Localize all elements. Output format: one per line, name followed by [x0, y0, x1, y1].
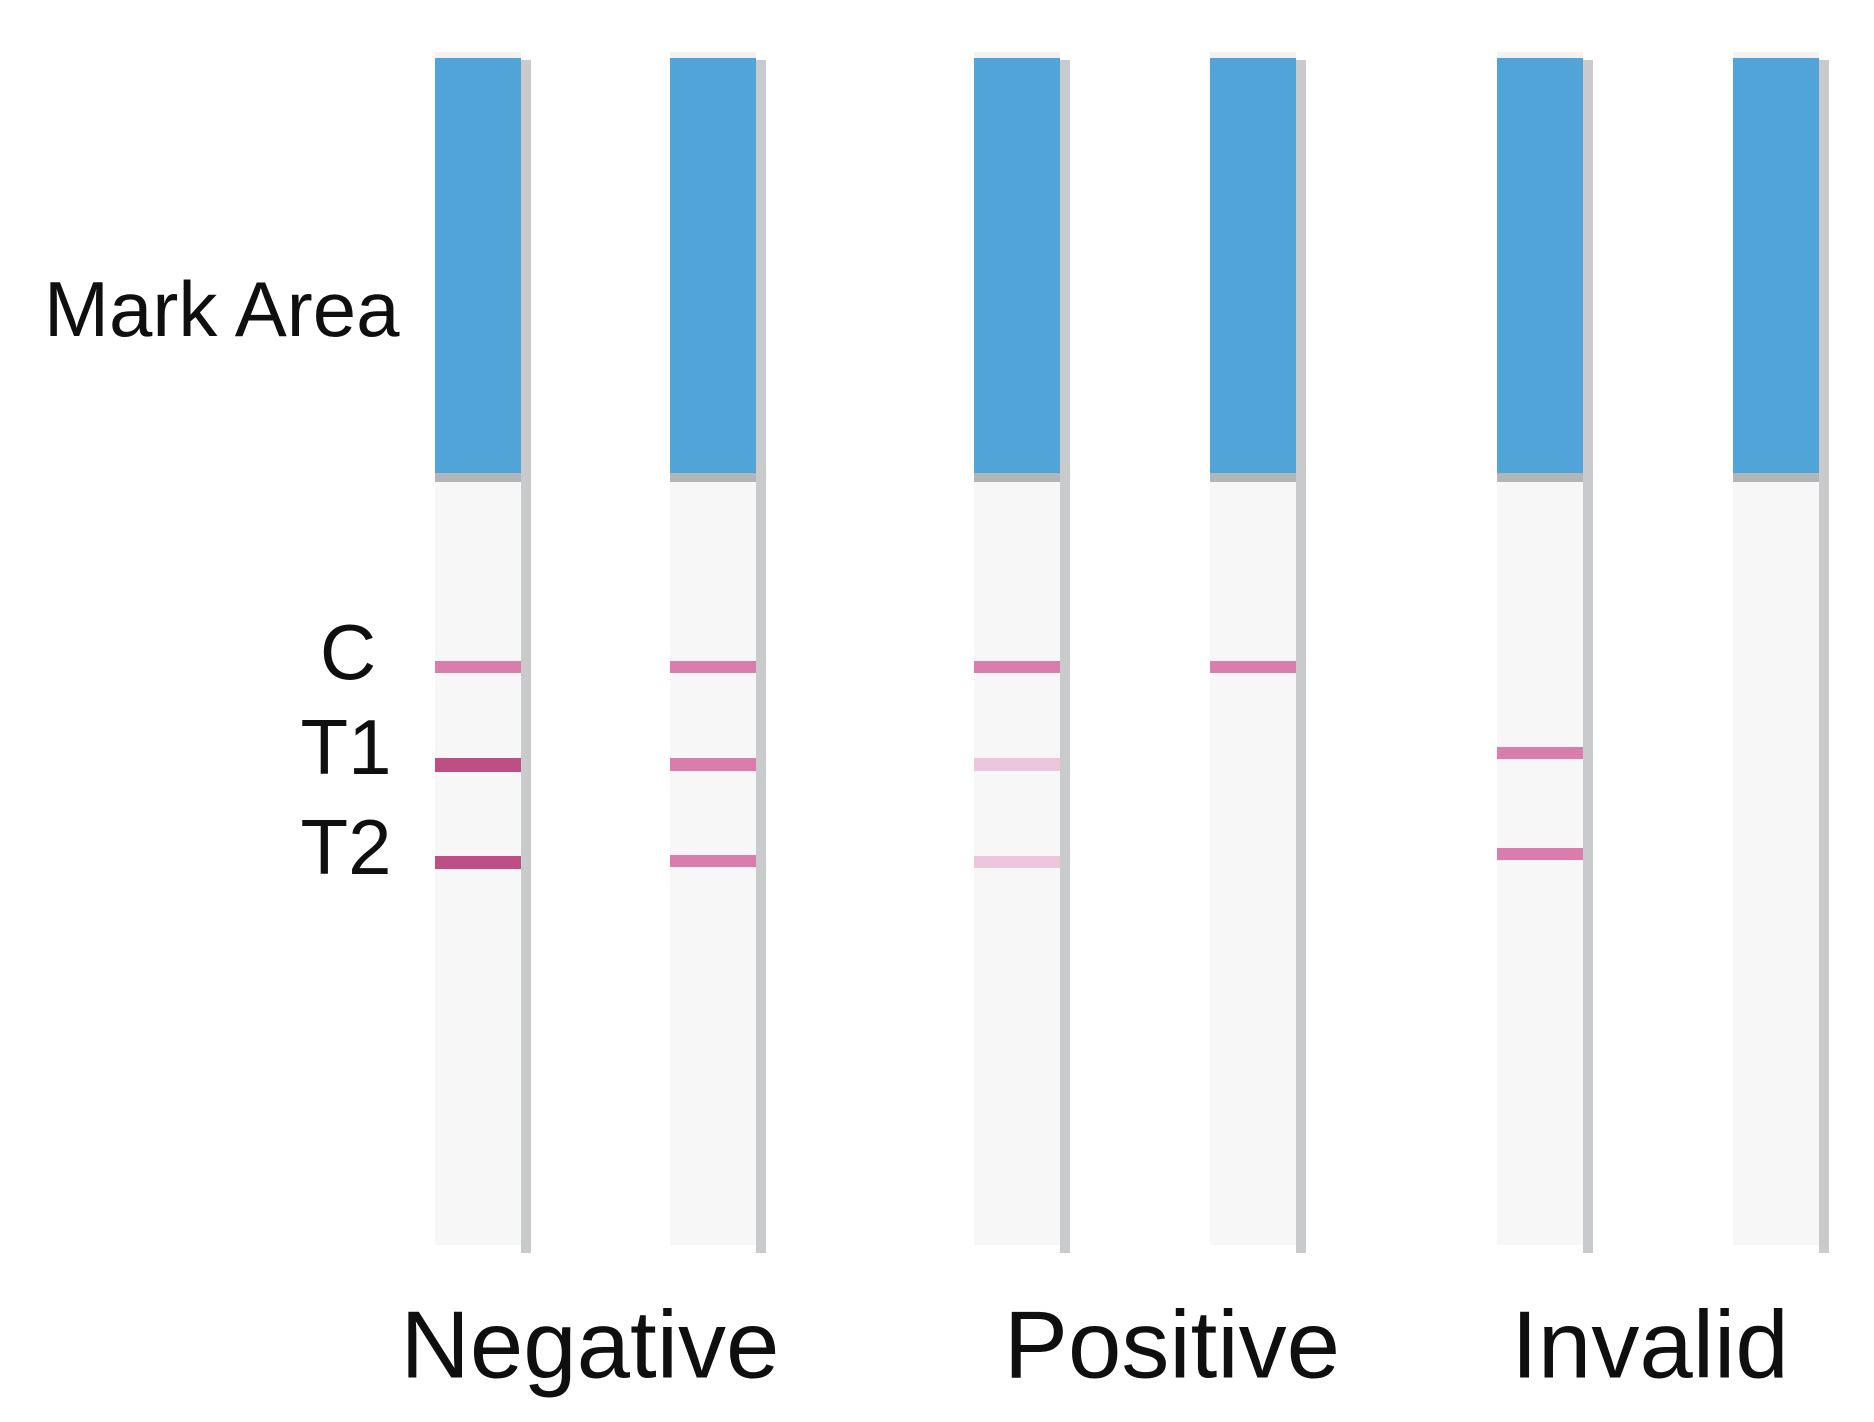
strip-shadow [1583, 60, 1593, 1253]
group-label-positive: Positive [1003, 1291, 1341, 1399]
test-strip-invalid-2 [1733, 52, 1829, 1253]
c-band-positive-1 [974, 661, 1060, 673]
strip-shadow [1296, 60, 1306, 1253]
membrane-body [1733, 482, 1819, 1245]
mark-area-pad [1210, 58, 1296, 473]
t1-band-positive-1 [974, 758, 1060, 771]
c-band-negative-1 [435, 661, 521, 673]
membrane-body [1497, 482, 1583, 1245]
test-line-1-label: T1 [300, 702, 392, 791]
strip-shadow [1060, 60, 1070, 1253]
strip-shadow [1819, 60, 1829, 1253]
c-band-negative-2 [670, 661, 756, 673]
strip-top-cap [1733, 52, 1819, 58]
test-strip-negative-1 [435, 52, 531, 1253]
c-band-positive-2 [1210, 661, 1296, 673]
t1-band-negative-1 [435, 758, 521, 772]
strip-top-cap [670, 52, 756, 58]
mark-area-pad [1733, 58, 1819, 473]
mark-area-divider [974, 473, 1060, 482]
mark-area-divider [670, 473, 756, 482]
mark-area-divider [1497, 473, 1583, 482]
strip-top-cap [1210, 52, 1296, 58]
strip-top-cap [974, 52, 1060, 58]
membrane-body [1210, 482, 1296, 1245]
test-strip-negative-2 [670, 52, 766, 1253]
test-strip-positive-2 [1210, 52, 1306, 1253]
group-label-invalid: Invalid [1511, 1291, 1789, 1399]
test-line-2-label: T2 [300, 802, 392, 891]
mark-area-divider [435, 473, 521, 482]
mark-area-pad [435, 58, 521, 473]
mark-area-pad [974, 58, 1060, 473]
strip-top-cap [435, 52, 521, 58]
t1-band-invalid-1 [1497, 747, 1583, 759]
test-strip-positive-1 [974, 52, 1070, 1253]
mark-area-pad [1497, 58, 1583, 473]
test-strip-invalid-1 [1497, 52, 1593, 1253]
t1-band-negative-2 [670, 758, 756, 771]
t2-band-invalid-1 [1497, 848, 1583, 860]
group-label-negative: Negative [400, 1291, 780, 1399]
strip-top-cap [1497, 52, 1583, 58]
t2-band-negative-1 [435, 856, 521, 869]
t2-band-negative-2 [670, 855, 756, 867]
t2-band-positive-1 [974, 856, 1060, 868]
mark-area-divider [1210, 473, 1296, 482]
mark-area-pad [670, 58, 756, 473]
control-line-label: C [319, 607, 377, 696]
strip-shadow [521, 60, 531, 1253]
mark-area-divider [1733, 473, 1819, 482]
mark-area-label: Mark Area [44, 264, 400, 353]
strip-shadow [756, 60, 766, 1253]
